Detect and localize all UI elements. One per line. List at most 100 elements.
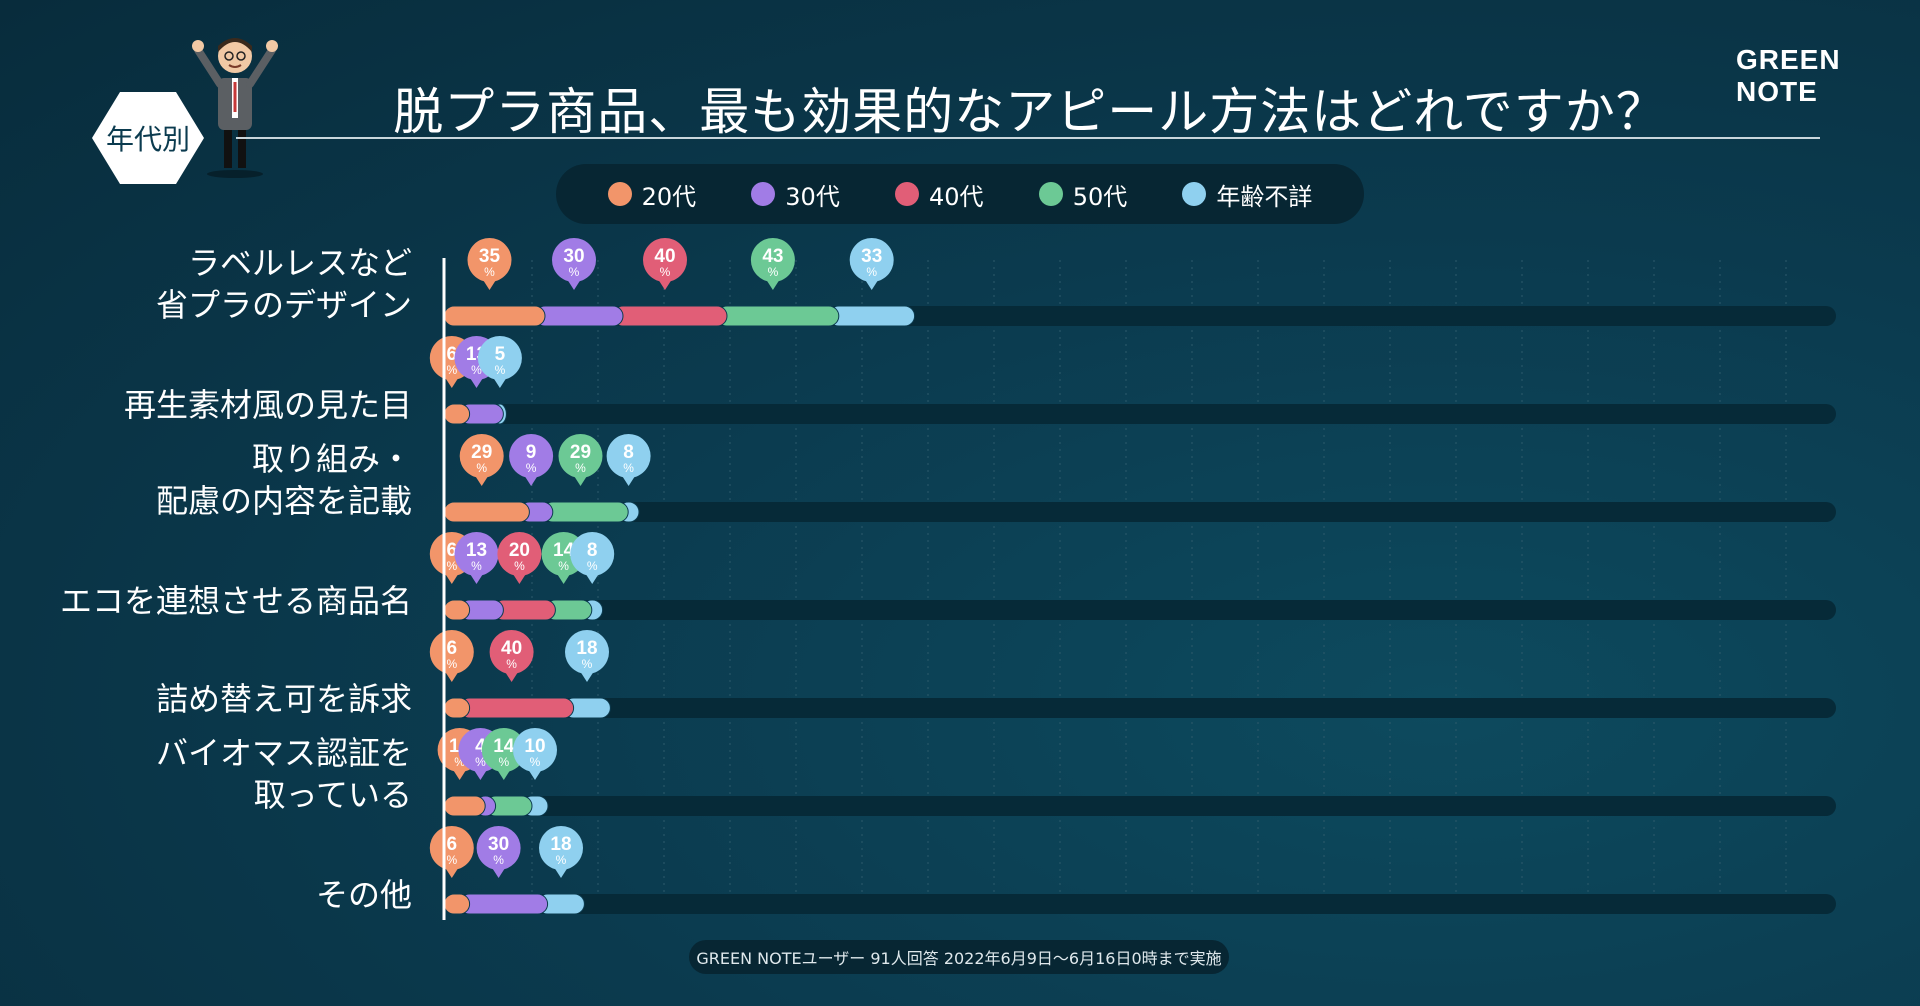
data-label-unit: % — [454, 755, 465, 769]
data-label-value: 6 — [447, 834, 458, 855]
bar-segment — [542, 501, 629, 523]
data-label-pin: 6% — [429, 630, 474, 682]
pin-head — [467, 238, 512, 282]
pin-head — [750, 238, 795, 282]
data-label-value: 40 — [501, 638, 522, 659]
pin-head — [552, 238, 596, 282]
data-label-unit: % — [446, 559, 457, 573]
data-label-unit: % — [530, 755, 541, 769]
data-label-pin: 14% — [481, 728, 526, 780]
bar-segment — [534, 305, 624, 327]
data-label-unit: % — [471, 363, 482, 377]
data-label-value: 8 — [623, 442, 634, 463]
pin-head — [849, 238, 894, 282]
legend-swatch — [1182, 182, 1207, 206]
data-label-pin: 18% — [565, 630, 609, 682]
mascot-illustration — [192, 38, 278, 178]
survey-note-text: GREEN NOTEユーザー 91人回答 2022年6月9日〜6月16日0時まで… — [696, 949, 1222, 968]
data-label-value: 13 — [466, 540, 487, 561]
data-label-unit: % — [569, 265, 580, 279]
data-label-pin: 30% — [552, 238, 596, 290]
legend-label: 30代 — [785, 182, 840, 211]
pin-head — [606, 434, 651, 478]
pin-head — [570, 532, 615, 576]
data-label-value: 8 — [587, 540, 598, 561]
pin-head — [558, 434, 603, 478]
legend-label: 40代 — [928, 182, 984, 211]
category-label: ラベルレスなど 省プラのデザイン — [155, 244, 412, 324]
data-label-value: 6 — [447, 344, 458, 365]
data-label-value: 18 — [576, 638, 597, 659]
data-label-pin: 8% — [570, 532, 615, 584]
data-label-unit: % — [582, 657, 593, 671]
title-divider — [236, 137, 1820, 139]
bar-segment — [716, 305, 840, 327]
bar-track — [444, 796, 1836, 816]
bar-segment — [443, 403, 471, 425]
legend-label: 20代 — [641, 182, 697, 211]
chart-legend: 20代 30代 40代 50代 年齢不詳 — [556, 164, 1364, 224]
data-label-value: 35 — [479, 246, 501, 267]
data-label-value: 14 — [493, 736, 515, 757]
bar-track — [444, 404, 1836, 424]
bar-track — [444, 502, 1836, 522]
data-label-unit: % — [446, 657, 457, 671]
data-label-pin: 10% — [513, 728, 557, 780]
pin-head — [513, 728, 557, 772]
data-label-unit: % — [575, 461, 586, 475]
legend-swatch — [894, 182, 919, 206]
bar-segment — [459, 697, 575, 719]
data-label-value: 20 — [509, 540, 530, 561]
pin-head — [497, 532, 542, 576]
data-label-value: 30 — [563, 246, 584, 267]
bar-segment — [443, 599, 471, 621]
data-label-value: 10 — [524, 736, 545, 757]
data-label-pin: 20% — [497, 532, 542, 584]
data-label-unit: % — [660, 265, 671, 279]
data-label-unit: % — [471, 559, 482, 573]
bar-track — [444, 600, 1836, 620]
bar-segment — [612, 305, 728, 327]
legend-item-0: 20代 — [607, 177, 697, 212]
data-label-unit: % — [506, 657, 517, 671]
category-label: 詰め替え可を訴求 — [155, 680, 412, 718]
pin-head — [454, 532, 499, 576]
data-label-value: 18 — [550, 834, 571, 855]
brand-logo: GREEN NOTE — [1736, 44, 1841, 107]
category-label: エコを連想させる商品名 — [59, 582, 412, 620]
category-label: 取り組み・ 配慮の内容を記載 — [155, 440, 412, 520]
legend-label: 50代 — [1072, 182, 1128, 211]
data-label-pin: 18% — [539, 826, 583, 878]
bar-segment — [828, 305, 916, 327]
data-label-pin: 40% — [643, 238, 687, 290]
pin-head — [429, 826, 474, 870]
pin-head — [481, 728, 526, 772]
data-label-unit: % — [526, 461, 537, 475]
pin-head — [429, 630, 474, 674]
data-label-pin: 40% — [489, 630, 534, 682]
data-label-value: 14 — [553, 540, 575, 561]
survey-note: GREEN NOTEユーザー 91人回答 2022年6月9日〜6月16日0時まで… — [689, 940, 1229, 974]
legend-swatch — [607, 182, 632, 206]
pin-head — [643, 238, 687, 282]
bar-segment — [443, 501, 530, 523]
data-label-unit: % — [556, 853, 567, 867]
data-label-value: 4 — [475, 736, 486, 757]
category-label: バイオマス認証を 取っている — [155, 734, 412, 814]
data-label-value: 5 — [495, 344, 506, 365]
data-label-value: 6 — [447, 638, 458, 659]
bar-segment — [443, 893, 471, 915]
data-label-value: 29 — [471, 442, 492, 463]
data-label-unit: % — [587, 559, 598, 573]
data-label-value: 30 — [488, 834, 509, 855]
legend-label: 年齢不詳 — [1216, 182, 1313, 211]
pin-head — [565, 630, 609, 674]
data-label-pin: 5% — [477, 336, 522, 388]
legend-item-4: 年齢不詳 — [1182, 177, 1312, 212]
data-label-pin: 6% — [429, 826, 474, 878]
pin-head — [476, 826, 521, 870]
data-label-unit: % — [475, 755, 486, 769]
bar-track — [444, 698, 1836, 718]
data-label-pin: 8% — [606, 434, 651, 486]
